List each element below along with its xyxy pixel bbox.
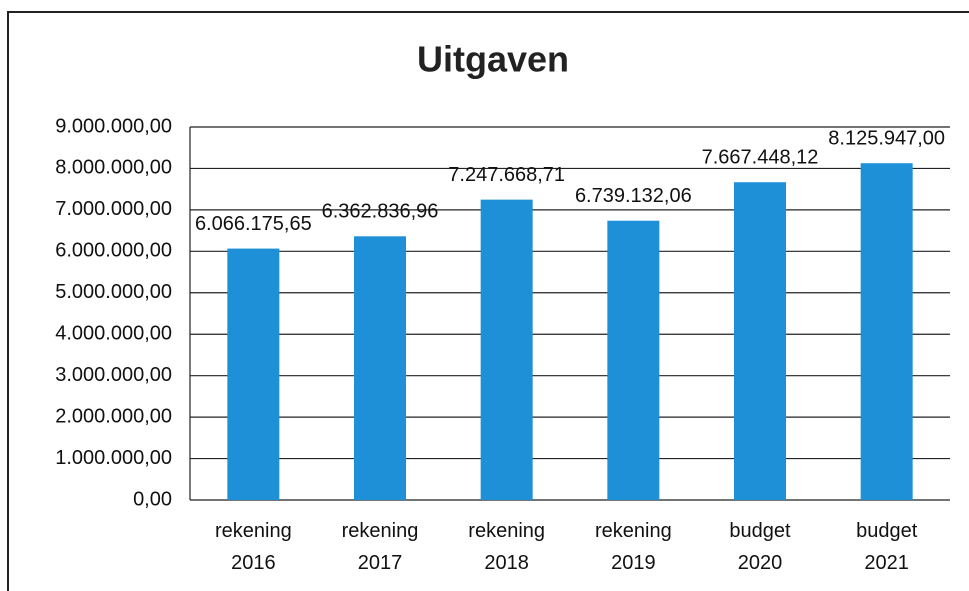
bar: [354, 236, 406, 500]
chart-frame: [7, 11, 969, 591]
chart-title: Uitgaven: [417, 39, 569, 80]
x-tick-label: rekening 2017: [342, 520, 419, 574]
data-label: 6.066.175,65: [195, 213, 312, 235]
bar: [734, 182, 786, 500]
bar: [607, 220, 660, 500]
x-tick-label: rekening 2019: [595, 520, 672, 574]
x-tick-label: rekening 2016: [215, 520, 292, 574]
y-tick-label: 7.000.000,00: [55, 198, 172, 220]
y-tick-label: 5.000.000,00: [55, 281, 172, 303]
data-label: 6.739.132,06: [575, 185, 692, 207]
x-tick-label: budget 2020: [729, 520, 791, 574]
y-tick-label: 8.000.000,00: [55, 157, 172, 179]
bar: [860, 163, 913, 500]
y-tick-label: 1.000.000,00: [55, 447, 172, 469]
y-tick-label: 9.000.000,00: [55, 115, 172, 137]
data-label: 7.667.448,12: [702, 147, 819, 169]
x-tick-label: budget 2021: [856, 520, 918, 574]
bar: [227, 248, 280, 500]
data-label: 8.125.947,00: [828, 128, 945, 150]
y-tick-label: 4.000.000,00: [55, 323, 172, 345]
y-tick-label: 0,00: [133, 488, 172, 510]
y-tick-label: 3.000.000,00: [55, 364, 172, 386]
x-tick-label: rekening 2018: [468, 520, 545, 574]
y-tick-label: 2.000.000,00: [55, 405, 172, 427]
y-tick-label: 6.000.000,00: [55, 240, 172, 262]
data-label: 6.362.836,96: [322, 201, 439, 223]
bar: [480, 199, 533, 500]
data-label: 7.247.668,71: [448, 164, 565, 186]
